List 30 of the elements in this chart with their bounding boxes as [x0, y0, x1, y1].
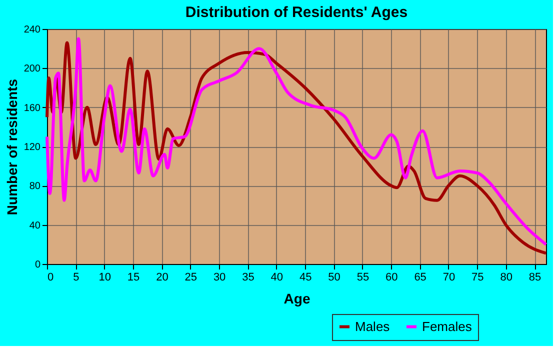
y-tick-label: 120: [24, 142, 41, 153]
x-tick-label: 85: [528, 272, 542, 284]
x-tick-label: 30: [213, 272, 226, 284]
x-tick-label: 80: [500, 272, 512, 284]
y-tick-label: 80: [29, 181, 41, 192]
y-tick-label: 200: [24, 64, 41, 75]
x-tick-label: 0: [48, 272, 54, 284]
x-tick-label: 20: [156, 272, 168, 284]
legend-label: Males: [355, 318, 390, 334]
x-tick-label: 5: [73, 272, 80, 284]
x-tick-label: 50: [328, 272, 340, 284]
x-tick-label: 45: [299, 272, 312, 284]
chart-title: Distribution of Residents' Ages: [185, 4, 408, 21]
x-tick-label: 15: [127, 272, 140, 284]
x-tick-label: 10: [98, 272, 111, 284]
y-tick-label: 240: [24, 24, 41, 36]
x-tick-label: 35: [242, 272, 254, 284]
x-axis-title: Age: [284, 290, 310, 306]
y-axis-title: Number of residents: [4, 78, 20, 216]
x-tick-label: 40: [270, 272, 284, 284]
x-tick-label: 75: [472, 272, 484, 284]
y-tick-label: 40: [29, 220, 41, 232]
x-tick-label: 70: [442, 272, 456, 284]
x-tick-label: 65: [414, 272, 426, 284]
x-tick-label: 25: [184, 272, 198, 284]
y-tick-label: 160: [24, 102, 41, 114]
x-tick-label: 55: [356, 272, 370, 284]
y-tick-label: 0: [34, 260, 41, 270]
x-tick-label: 60: [386, 272, 398, 284]
legend-label: Females: [422, 318, 472, 334]
